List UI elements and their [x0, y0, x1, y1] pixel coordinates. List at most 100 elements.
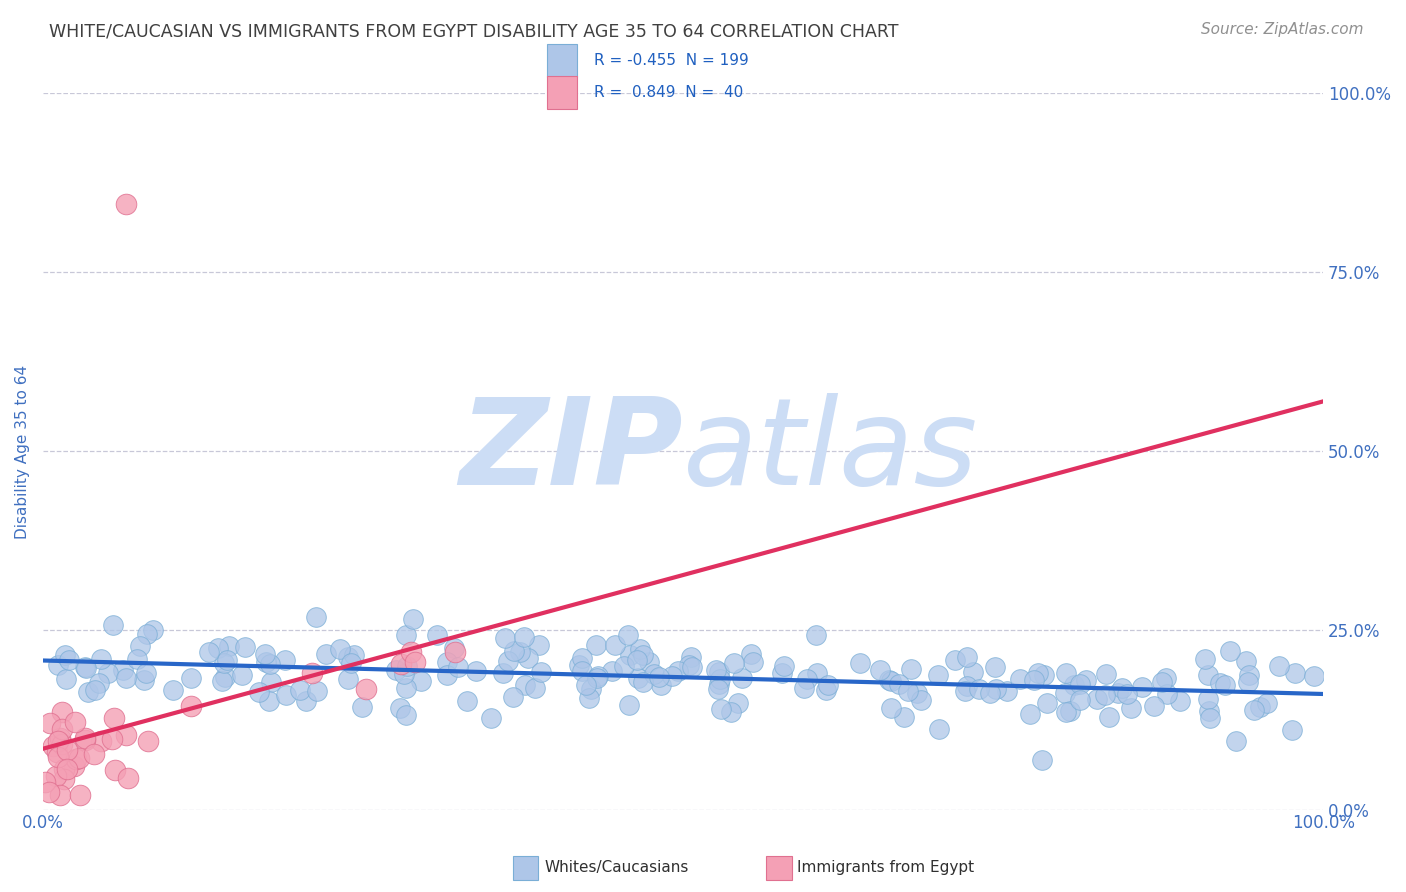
Point	[1130, 680, 1153, 694]
Point	[273, 653, 295, 667]
Point	[1198, 704, 1220, 718]
Point	[39, 716, 62, 731]
Text: Whites/Caucasians: Whites/Caucasians	[544, 861, 689, 875]
Point	[793, 681, 815, 695]
Point	[600, 665, 623, 679]
Point	[96, 666, 118, 681]
Point	[984, 659, 1007, 673]
Text: Immigrants from Egypt: Immigrants from Egypt	[797, 861, 974, 875]
Point	[180, 671, 202, 685]
Point	[1033, 668, 1056, 682]
Point	[995, 684, 1018, 698]
Point	[402, 612, 425, 626]
Point	[1059, 704, 1081, 718]
Point	[295, 694, 318, 708]
Point	[1094, 688, 1116, 702]
Point	[1036, 696, 1059, 710]
FancyBboxPatch shape	[547, 45, 578, 78]
Point	[48, 734, 70, 748]
Text: atlas: atlas	[683, 393, 979, 510]
Point	[815, 683, 838, 698]
Point	[67, 750, 90, 764]
Point	[740, 648, 762, 662]
Point	[75, 659, 97, 673]
Point	[515, 678, 537, 692]
Point	[456, 694, 478, 708]
Point	[796, 672, 818, 686]
Point	[1069, 693, 1091, 707]
Point	[343, 648, 366, 662]
Point	[396, 658, 419, 673]
Point	[1074, 673, 1097, 687]
Point	[41, 739, 63, 754]
Point	[770, 666, 793, 681]
Point	[231, 668, 253, 682]
Point	[1168, 694, 1191, 708]
Point	[710, 702, 733, 716]
Point	[38, 785, 60, 799]
Point	[52, 763, 75, 777]
Point	[135, 665, 157, 680]
Point	[616, 628, 638, 642]
Point	[69, 789, 91, 803]
Point	[76, 685, 98, 699]
Point	[404, 656, 426, 670]
Point	[720, 706, 742, 720]
Point	[253, 647, 276, 661]
Point	[395, 628, 418, 642]
Point	[887, 676, 910, 690]
Point	[115, 197, 138, 211]
Point	[55, 672, 77, 686]
Point	[340, 656, 363, 670]
Point	[103, 763, 125, 777]
Point	[464, 664, 486, 678]
Text: WHITE/CAUCASIAN VS IMMIGRANTS FROM EGYPT DISABILITY AGE 35 TO 64 CORRELATION CHA: WHITE/CAUCASIAN VS IMMIGRANTS FROM EGYPT…	[49, 22, 898, 40]
Point	[304, 610, 326, 624]
Point	[128, 640, 150, 654]
Point	[56, 743, 79, 757]
Point	[87, 676, 110, 690]
Point	[329, 642, 352, 657]
Point	[666, 664, 689, 678]
Point	[132, 673, 155, 687]
Point	[198, 645, 221, 659]
Point	[1209, 676, 1232, 690]
Point	[51, 737, 73, 751]
Point	[644, 667, 666, 681]
Point	[254, 655, 277, 669]
Point	[138, 734, 160, 748]
Point	[1097, 710, 1119, 724]
Point	[125, 651, 148, 665]
Point	[443, 640, 465, 655]
Point	[1054, 665, 1077, 680]
Point	[1008, 673, 1031, 687]
Point	[1142, 699, 1164, 714]
Point	[1022, 673, 1045, 687]
Point	[436, 655, 458, 669]
Point	[336, 672, 359, 686]
Point	[773, 659, 796, 673]
Point	[877, 673, 900, 688]
Point	[628, 641, 651, 656]
Point	[681, 660, 703, 674]
Point	[613, 659, 636, 673]
Text: Source: ZipAtlas.com: Source: ZipAtlas.com	[1201, 22, 1364, 37]
Point	[90, 734, 112, 748]
Point	[235, 640, 257, 655]
Point	[207, 641, 229, 656]
Point	[956, 679, 979, 693]
Point	[707, 682, 730, 697]
Point	[849, 656, 872, 670]
Point	[516, 650, 538, 665]
Point	[962, 665, 984, 680]
Point	[288, 683, 311, 698]
Point	[1026, 665, 1049, 680]
Point	[90, 652, 112, 666]
Point	[1219, 644, 1241, 658]
Point	[1225, 734, 1247, 748]
Point	[492, 666, 515, 681]
Point	[817, 678, 839, 692]
Point	[880, 701, 903, 715]
Point	[426, 628, 449, 642]
Point	[1019, 707, 1042, 722]
